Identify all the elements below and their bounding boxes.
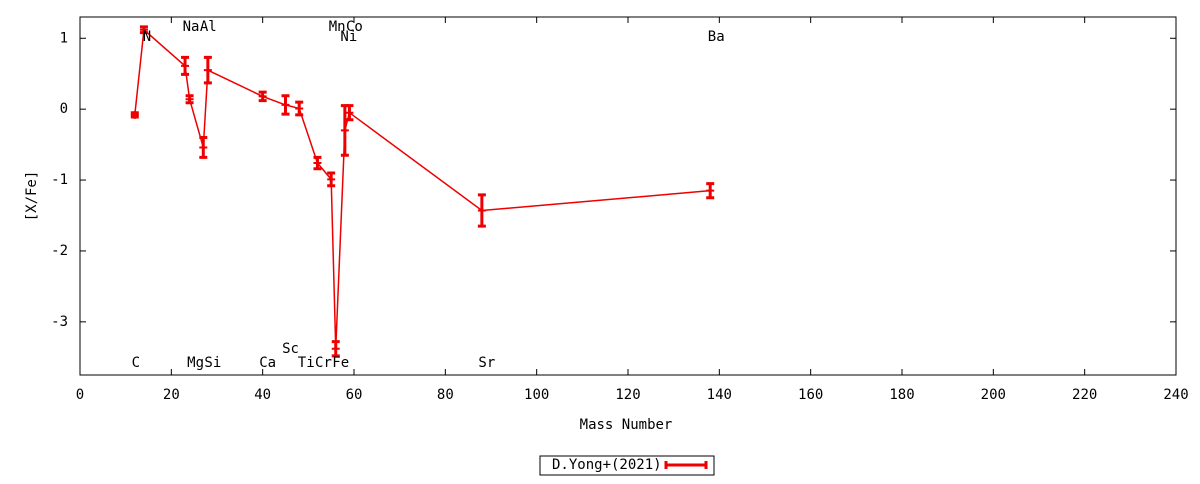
element-label: C xyxy=(132,355,140,371)
point xyxy=(130,110,139,119)
point xyxy=(706,186,715,195)
element-label: Si xyxy=(204,355,221,371)
x-tick-label: 40 xyxy=(254,387,271,403)
element-label: Cr xyxy=(315,355,332,371)
element-label: Mg xyxy=(187,355,204,371)
point xyxy=(199,143,208,152)
legend-swatch xyxy=(664,461,708,469)
element-label: Ca xyxy=(259,355,276,371)
x-tick-label: 200 xyxy=(981,387,1006,403)
point xyxy=(185,95,194,104)
legend-label: D.Yong+(2021) xyxy=(552,457,662,473)
series-line xyxy=(134,28,711,349)
y-axis-label: [X/Fe] xyxy=(24,171,40,222)
x-tick-label: 140 xyxy=(707,387,732,403)
x-tick-label: 0 xyxy=(76,387,84,403)
element-label: Co xyxy=(346,19,363,35)
element-label: N xyxy=(143,29,151,45)
y-tick-label: -1 xyxy=(51,172,68,188)
y-tick-label: 0 xyxy=(60,101,68,117)
x-tick-label: 240 xyxy=(1163,387,1188,403)
x-tick-label: 120 xyxy=(615,387,640,403)
element-label: Ni xyxy=(340,29,357,45)
x-tick-label: 100 xyxy=(524,387,549,403)
y-tick-label: -2 xyxy=(51,243,68,259)
x-tick-label: 220 xyxy=(1072,387,1097,403)
point xyxy=(477,206,486,215)
element-label: Sr xyxy=(478,355,495,371)
element-label: Mn xyxy=(329,19,346,35)
element-label: Al xyxy=(200,19,217,35)
point xyxy=(340,126,349,135)
point xyxy=(258,92,267,101)
y-tick-label: -3 xyxy=(51,314,68,330)
y-tick-label: 1 xyxy=(60,30,68,46)
point xyxy=(139,25,148,34)
x-tick-label: 60 xyxy=(346,387,363,403)
element-label: Na xyxy=(183,19,200,35)
element-label: Ba xyxy=(708,29,725,45)
point xyxy=(345,108,354,117)
point xyxy=(331,344,340,353)
point xyxy=(327,175,336,184)
element-label: Sc xyxy=(282,341,299,357)
point xyxy=(281,100,290,109)
point xyxy=(181,61,190,70)
x-tick-label: 160 xyxy=(798,387,823,403)
element-label: Fe xyxy=(332,355,349,371)
x-tick-label: 20 xyxy=(163,387,180,403)
point xyxy=(203,66,212,75)
x-tick-label: 80 xyxy=(437,387,454,403)
legend-box xyxy=(539,455,715,476)
plot-frame xyxy=(79,16,1177,376)
point xyxy=(313,159,322,168)
x-tick-label: 180 xyxy=(889,387,914,403)
point xyxy=(295,104,304,113)
element-label: Ti xyxy=(298,355,315,371)
x-axis-label: Mass Number xyxy=(580,417,673,433)
